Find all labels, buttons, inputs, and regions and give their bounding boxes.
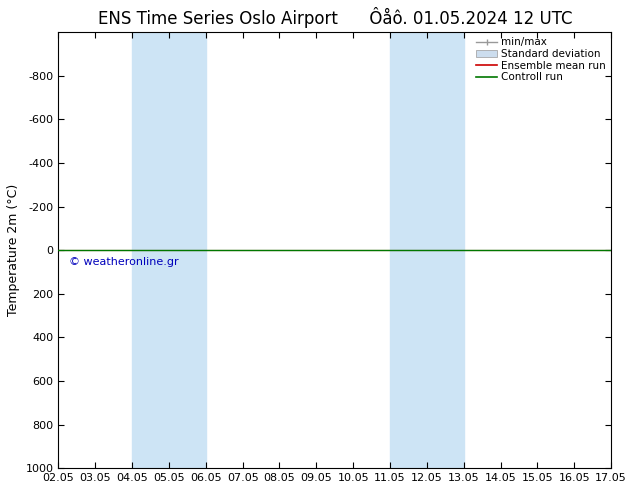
Title: ENS Time Series Oslo Airport      Ôåô. 01.05.2024 12 UTC: ENS Time Series Oslo Airport Ôåô. 01.05.… xyxy=(98,7,572,28)
Bar xyxy=(132,32,206,468)
Legend: min/max, Standard deviation, Ensemble mean run, Controll run: min/max, Standard deviation, Ensemble me… xyxy=(474,35,608,84)
Text: © weatheronline.gr: © weatheronline.gr xyxy=(69,257,179,267)
Bar xyxy=(390,32,463,468)
Y-axis label: Temperature 2m (°C): Temperature 2m (°C) xyxy=(7,184,20,317)
